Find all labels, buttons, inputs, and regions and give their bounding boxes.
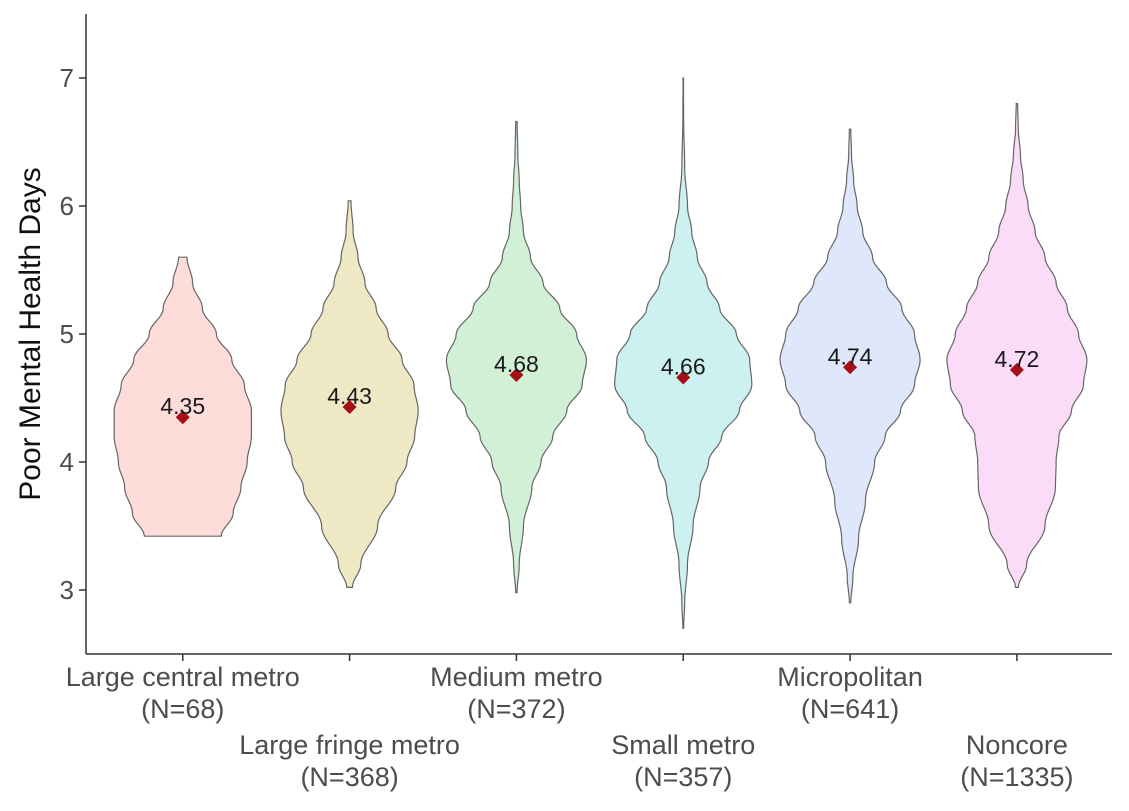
x-tick-label: Large central metro <box>66 662 300 692</box>
x-tick-count: (N=1335) <box>960 762 1073 792</box>
x-tick-count: (N=368) <box>300 762 398 792</box>
y-tick-label: 6 <box>60 191 74 221</box>
x-tick-count: (N=68) <box>141 694 224 724</box>
violin-3 <box>445 120 588 594</box>
x-tick-count: (N=357) <box>634 762 732 792</box>
mean-label-3: 4.68 <box>494 351 539 377</box>
x-tick-count: (N=641) <box>801 694 899 724</box>
mean-label-4: 4.66 <box>661 354 706 380</box>
x-tick-label: Small metro <box>611 730 755 760</box>
x-tick-label: Micropolitan <box>777 662 923 692</box>
violins: 4.35 4.43 4.68 4.66 4.74 4.72 <box>113 77 1088 630</box>
x-tick-label: Large fringe metro <box>239 730 460 760</box>
x-tick-count: (N=372) <box>467 694 565 724</box>
violin-2 <box>280 200 419 589</box>
x-axis-ticks: Large central metro(N=68) Large fringe me… <box>66 654 1074 792</box>
mean-label-2: 4.43 <box>327 383 372 409</box>
y-tick-label: 5 <box>60 319 74 349</box>
mean-marker-2 <box>342 399 357 414</box>
x-tick-label: Noncore <box>966 730 1068 760</box>
mean-marker-6 <box>1009 362 1024 377</box>
violin-4 <box>613 77 753 630</box>
mean-marker-1 <box>175 410 190 425</box>
mean-marker-3 <box>509 367 524 382</box>
violin-1 <box>113 256 252 537</box>
mean-label-6: 4.72 <box>995 346 1040 372</box>
mean-label-5: 4.74 <box>828 343 873 369</box>
y-axis-label: Poor Mental Health Days <box>14 167 47 501</box>
y-axis-ticks: 3 4 5 6 7 <box>60 63 86 605</box>
y-tick-label: 3 <box>60 575 74 605</box>
x-tick-label: Medium metro <box>430 662 603 692</box>
mean-label-1: 4.35 <box>160 393 205 419</box>
mean-marker-5 <box>843 360 858 375</box>
violin-6 <box>946 102 1088 589</box>
y-tick-label: 7 <box>60 63 74 93</box>
y-tick-label: 4 <box>60 447 74 477</box>
mean-marker-4 <box>676 370 691 385</box>
